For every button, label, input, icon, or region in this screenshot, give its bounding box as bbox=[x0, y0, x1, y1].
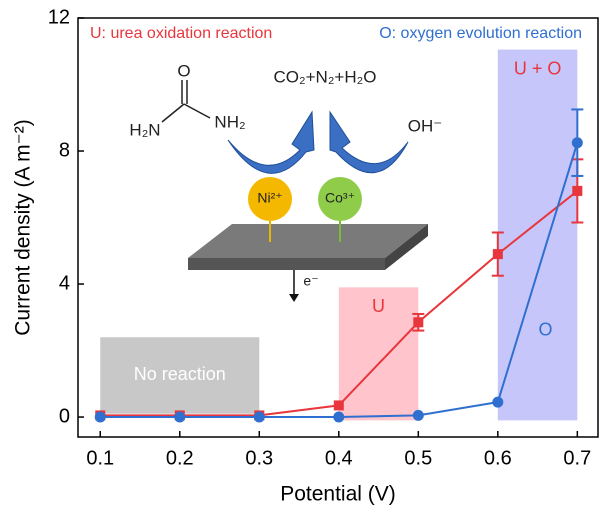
electron-label: e⁻ bbox=[303, 273, 318, 289]
data-point bbox=[94, 411, 106, 423]
data-point bbox=[571, 137, 583, 149]
region bbox=[100, 337, 260, 414]
y-tick-label: 0 bbox=[59, 405, 70, 427]
electron-arrow bbox=[289, 294, 299, 302]
data-point bbox=[333, 411, 345, 423]
plot-frame bbox=[77, 17, 599, 438]
products-label: CO₂+N₂+H₂O bbox=[274, 67, 377, 86]
data-point bbox=[413, 317, 424, 328]
y-axis-title: Current density (A m⁻²) bbox=[12, 119, 35, 335]
y-tick-label: 4 bbox=[59, 272, 70, 294]
electrode-plate bbox=[188, 224, 428, 258]
data-point bbox=[572, 185, 583, 196]
x-tick-label: 0.5 bbox=[404, 447, 432, 469]
atom-label: O bbox=[177, 61, 190, 80]
x-tick-label: 0.7 bbox=[563, 447, 591, 469]
ion-label: Co³⁺ bbox=[325, 190, 355, 206]
atom-label: NH₂ bbox=[214, 112, 245, 131]
inset-diagram: O H₂N NH₂ CO₂+N₂+H₂O OH⁻ Ni²⁺ Co³⁺ e⁻ bbox=[129, 61, 442, 302]
reaction-arrow bbox=[329, 110, 409, 174]
data-point bbox=[333, 400, 344, 411]
ni-site bbox=[248, 177, 292, 221]
ion-label: Ni²⁺ bbox=[257, 190, 282, 206]
hydroxide-label: OH⁻ bbox=[408, 116, 442, 135]
reaction-arrow bbox=[227, 110, 315, 174]
bond bbox=[183, 103, 211, 119]
data-point bbox=[492, 396, 504, 408]
data-point bbox=[412, 409, 424, 421]
x-tick-label: 0.3 bbox=[245, 447, 273, 469]
data-point bbox=[174, 411, 186, 423]
electrode-plate bbox=[385, 224, 428, 270]
x-axis-title: Potential (V) bbox=[280, 483, 396, 506]
region-label: U + O bbox=[514, 58, 562, 78]
legend-entry: U: urea oxidation reaction bbox=[90, 25, 272, 42]
atom-label: H₂N bbox=[129, 120, 160, 139]
electrode-plate bbox=[188, 258, 385, 270]
x-tick-label: 0.2 bbox=[166, 447, 194, 469]
co-site bbox=[318, 177, 362, 221]
legend-entry: O: oxygen evolution reaction bbox=[379, 25, 582, 42]
region-label: U bbox=[372, 296, 385, 316]
data-point bbox=[492, 249, 503, 260]
y-tick-label: 12 bbox=[48, 6, 70, 28]
annotation: O bbox=[539, 319, 553, 339]
data-point bbox=[253, 411, 265, 423]
x-tick-label: 0.6 bbox=[484, 447, 512, 469]
x-tick-label: 0.1 bbox=[86, 447, 114, 469]
region-label: No reaction bbox=[134, 364, 226, 384]
y-tick-label: 8 bbox=[59, 139, 70, 161]
bond bbox=[161, 103, 185, 123]
region bbox=[338, 287, 419, 421]
x-tick-label: 0.4 bbox=[325, 447, 353, 469]
